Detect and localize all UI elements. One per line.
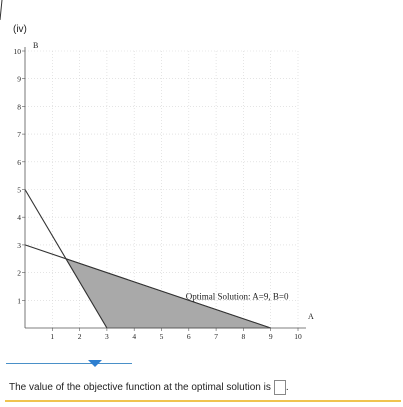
dropdown-arrow-icon[interactable]	[88, 360, 102, 367]
answer-panel	[5, 372, 401, 402]
x-tick-label: 5	[160, 332, 164, 341]
top-tick-label: 7	[219, 0, 223, 2]
top-tick-label: 2	[82, 0, 86, 2]
top-tick-label: 5	[165, 0, 169, 2]
top-tick-label: 1	[55, 0, 59, 2]
part-label: (iv)	[13, 24, 27, 35]
y-tick-label: 3	[17, 241, 21, 250]
x-tick-label: 1	[50, 332, 54, 341]
y-tick-label: 1	[17, 296, 21, 305]
x-tick-label: 7	[214, 332, 218, 341]
answer-input-box[interactable]	[273, 380, 286, 395]
y-tick-label: 10	[14, 47, 22, 56]
top-tick-label: 10	[298, 0, 306, 2]
x-tick-labels: 1 2 3 4 5 6 7 8 9 10	[50, 332, 302, 341]
top-tick-label: 8	[246, 0, 250, 2]
x-tick-label: 3	[105, 332, 109, 341]
y-axis-label: B	[33, 41, 38, 50]
objective-question: The value of the objective function at t…	[9, 380, 289, 395]
y-tick-label: 6	[17, 158, 21, 167]
x-tick-label: 8	[242, 332, 246, 341]
objective-question-text: The value of the objective function at t…	[9, 382, 271, 394]
x-tick-label: 2	[78, 332, 82, 341]
y-tick-label: 9	[17, 75, 21, 84]
previous-graph-tick-labels: 1 2 3 4 5 6 7 8 9 10	[0, 0, 403, 5]
x-tick-label: 10	[294, 332, 302, 341]
y-tick-label: 4	[17, 213, 21, 222]
chart-axes	[22, 47, 306, 331]
constraint-lines	[24, 189, 271, 329]
constraint-line-2	[24, 244, 271, 329]
x-axis-label: A	[308, 312, 314, 321]
y-tick-label: 2	[17, 269, 21, 278]
optimal-solution-annotation: Optimal Solution: A=9, B=0	[186, 292, 289, 302]
left-rule	[0, 0, 3, 21]
y-tick-label: 5	[17, 186, 21, 195]
top-tick-label: 3	[110, 0, 114, 2]
x-tick-label: 6	[187, 332, 191, 341]
x-tick-label: 9	[269, 332, 273, 341]
top-tick-label: 9	[273, 0, 277, 2]
y-tick-labels: 1 2 3 4 5 6 7 8 9 10	[14, 47, 22, 305]
question-period: .	[285, 382, 289, 394]
top-tick-label: 6	[192, 0, 196, 2]
chart-grid	[25, 50, 299, 328]
feasible-region-chart: 1 2 3 4 5 6 7 8 9 10 1 2 3 4 5 6 7 8 9 10 A B Optimal Solu…	[14, 41, 315, 341]
dropdown-underline[interactable]	[6, 363, 132, 364]
y-tick-label: 7	[17, 130, 21, 139]
x-tick-label: 4	[132, 332, 136, 341]
top-tick-label: 4	[137, 0, 141, 2]
y-tick-label: 8	[17, 102, 21, 111]
